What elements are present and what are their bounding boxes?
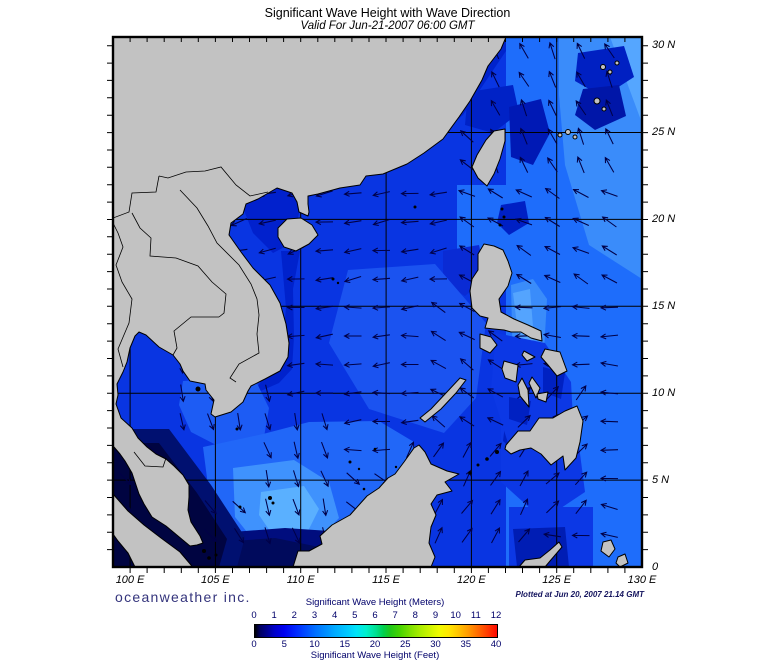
- legend-tick: 5: [352, 610, 358, 621]
- lat-label: 10 N: [652, 386, 676, 399]
- island-okinawa: [601, 106, 607, 112]
- island-spratly: [362, 487, 366, 491]
- island-riau: [202, 549, 206, 553]
- island-spratly: [357, 467, 361, 471]
- island-paracel: [331, 277, 335, 281]
- land-asia-mainland: [113, 37, 507, 547]
- legend-tick: 40: [490, 639, 502, 650]
- island-sulu: [485, 457, 489, 461]
- land-luzon: [469, 243, 543, 342]
- land-cebu: [528, 376, 541, 399]
- island-phu-quoc: [195, 386, 201, 392]
- legend-tick: 10: [450, 610, 461, 621]
- legend-tick: 8: [412, 610, 418, 621]
- land-taiwan: [471, 128, 506, 187]
- land-palawan: [419, 377, 467, 423]
- legend-tick: 25: [399, 639, 411, 650]
- land-panay: [501, 360, 519, 383]
- legend-title-meters: Significant Wave Height (Meters): [305, 597, 445, 608]
- island-paracel: [336, 281, 340, 285]
- lon-label: 120 E: [456, 574, 486, 586]
- island-con-son: [235, 427, 239, 431]
- legend-tick: 30: [430, 639, 441, 650]
- land-borneo: [292, 444, 460, 567]
- country-borders: [113, 166, 269, 468]
- legend-tick: 10: [309, 639, 320, 650]
- small-island-specks: [195, 205, 506, 560]
- legend-tick: 6: [372, 610, 378, 621]
- island-natuna: [268, 496, 272, 500]
- lat-label: 15 N: [652, 299, 676, 312]
- legend-tick: 7: [392, 610, 398, 621]
- wave-height-map: [107, 35, 648, 573]
- lon-label: 100 E: [115, 574, 145, 586]
- valid-time-subtitle: Valid For Jun-21-2007 06:00 GMT: [300, 20, 475, 32]
- island-pratas: [413, 205, 417, 209]
- lat-label: 25 N: [652, 126, 676, 139]
- lat-label: 0: [652, 560, 659, 573]
- land-mindoro: [479, 333, 498, 354]
- land-sulawesi: [518, 541, 563, 567]
- island-okinawa: [593, 97, 601, 105]
- legend-tick: 12: [490, 610, 502, 621]
- legend-tick: 15: [339, 639, 351, 650]
- island-riau: [214, 553, 218, 557]
- lon-label: 115 E: [372, 574, 400, 586]
- land-halmahera: [600, 539, 616, 558]
- island-ishigaki: [572, 134, 578, 140]
- lon-label: 105 E: [201, 574, 230, 586]
- island-miyako: [565, 129, 571, 135]
- land-bohol: [536, 391, 549, 403]
- plotted-timestamp: Plotted at Jun 20, 2007 21.14 GMT: [515, 590, 645, 599]
- island-anambas: [238, 505, 242, 509]
- island-batanes: [500, 207, 504, 211]
- land-negros: [517, 377, 530, 408]
- legend-tick: 0: [251, 610, 257, 621]
- legend-tick: 2: [291, 610, 297, 621]
- island-sulu: [495, 450, 499, 454]
- lon-label: 110 E: [286, 574, 315, 586]
- island-sulu: [468, 471, 472, 475]
- island-ishigaki: [557, 132, 563, 138]
- landmasses: [113, 37, 629, 567]
- legend-title-feet: Significant Wave Height (Feet): [310, 650, 440, 661]
- island-riau: [207, 556, 211, 560]
- island-spratly: [348, 460, 352, 464]
- lat-label: 30 N: [652, 39, 676, 52]
- wave-height-colorbar: [254, 624, 498, 638]
- oceanweather-logo-text: oceanweather inc.: [115, 589, 251, 605]
- lon-label: 125 E: [542, 574, 572, 586]
- island-ryukyu: [607, 69, 613, 75]
- island-ryukyu: [600, 64, 606, 70]
- island-ryukyu: [614, 60, 620, 66]
- island-batanes: [502, 215, 506, 219]
- legend-tick: 9: [432, 610, 439, 621]
- land-morotai: [615, 553, 629, 567]
- lon-label: 130 E: [627, 574, 657, 586]
- land-hainan: [277, 217, 319, 252]
- island-spratly: [373, 447, 377, 451]
- land-mindanao: [504, 405, 584, 471]
- lat-label: 5 N: [652, 473, 670, 486]
- island-batanes: [498, 223, 502, 227]
- legend-tick: 1: [271, 610, 277, 621]
- legend-tick: 4: [332, 610, 338, 621]
- legend-tick: 11: [470, 610, 481, 621]
- map-frame: [111, 35, 644, 569]
- island-spratly: [394, 465, 398, 469]
- land-masbate: [521, 350, 536, 362]
- legend-tick: 35: [460, 639, 472, 650]
- lat-label: 20 N: [652, 212, 676, 225]
- legend-tick: 3: [311, 610, 318, 621]
- legend-tick: 20: [369, 639, 381, 650]
- degree-ticks: [107, 37, 648, 573]
- island-sulu: [476, 463, 480, 467]
- page-title: Significant Wave Height with Wave Direct…: [264, 6, 511, 20]
- legend-tick: 5: [281, 639, 287, 650]
- island-natuna: [271, 501, 275, 505]
- land-samar: [540, 348, 568, 377]
- legend-tick: 0: [251, 639, 257, 650]
